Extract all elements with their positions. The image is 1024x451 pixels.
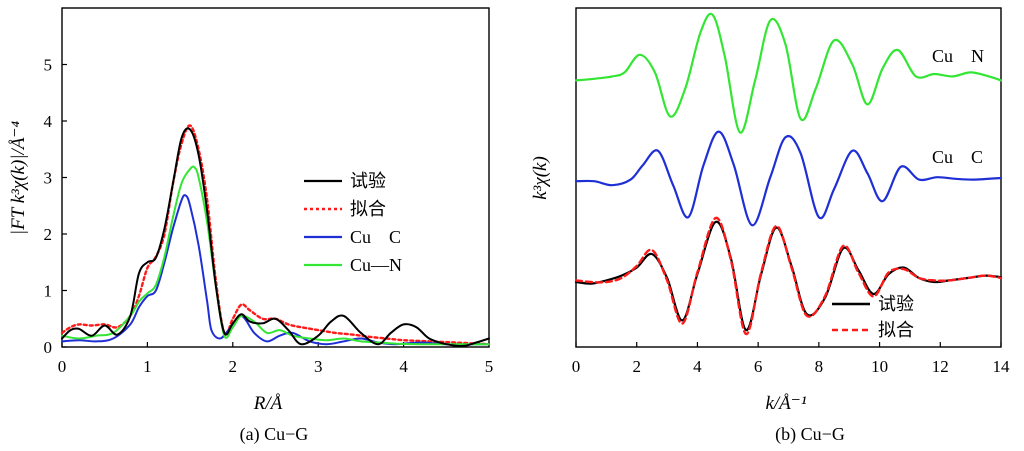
legend-label-a: 拟合 — [350, 199, 386, 219]
curve-label-cu-n: Cu N — [932, 46, 984, 66]
axis-ticks-a: 0 1 2 3 4 5 0 1 2 3 4 5 — [44, 56, 494, 377]
legend-label-a: 试验 — [350, 171, 386, 191]
x-tick-label-a: 3 — [314, 357, 323, 376]
axis-ticks-b: 0 2 4 6 8 10 12 14 — [572, 342, 1010, 376]
series-line-cu-c-a — [61, 194, 490, 346]
y-tick-label-a: 2 — [44, 225, 53, 244]
x-axis-label-b: k/Å⁻¹ — [765, 393, 806, 414]
legend-label-a: Cu—N — [350, 255, 402, 275]
x-tick-label-b: 12 — [932, 357, 949, 376]
chart-panel-b: 0 2 4 6 8 10 12 14 k/Å⁻¹ k³χ(k) (b) Cu−G Cu N C… — [530, 7, 1010, 445]
y-tick-label-a: 5 — [44, 56, 53, 75]
x-tick-label-b: 10 — [871, 357, 888, 376]
x-tick-label-b: 14 — [993, 357, 1011, 376]
series-group-a — [60, 124, 491, 347]
legend-label-b: 拟合 — [878, 320, 914, 340]
y-axis-label-a: |FT k³χ(k)|/Å⁻⁴ — [8, 121, 29, 236]
legend-label-a: Cu C — [350, 227, 401, 247]
x-tick-label-b: 2 — [632, 357, 641, 376]
y-tick-label-a: 3 — [44, 169, 53, 188]
x-tick-label-b: 4 — [693, 357, 702, 376]
series-group-b — [574, 12, 1003, 336]
series-line-label-a — [61, 127, 490, 347]
plot-frame-a — [61, 7, 490, 348]
x-axis-label-a: R/Å — [253, 393, 283, 414]
caption-b: (b) Cu−G — [775, 424, 845, 445]
x-tick-label-a: 0 — [58, 357, 67, 376]
series-line-cu-n-b — [574, 12, 1003, 134]
series-line-label-b — [574, 220, 1003, 332]
y-tick-label-a: 1 — [44, 282, 53, 301]
x-tick-label-b: 0 — [572, 357, 581, 376]
x-tick-label-a: 1 — [143, 357, 152, 376]
caption-a: (a) Cu−G — [240, 424, 309, 445]
y-tick-label-a: 0 — [44, 338, 53, 357]
x-tick-label-b: 8 — [815, 357, 824, 376]
y-tick-label-a: 4 — [44, 112, 53, 131]
y-axis-label-b: k³χ(k) — [530, 156, 551, 200]
series-line-label-a — [60, 124, 491, 346]
series-line-cu-c-b — [574, 130, 1003, 227]
legend-label-b: 试验 — [878, 294, 914, 314]
chart-panel-a: 0 1 2 3 4 5 0 1 2 3 4 5 R/Å |FT k³χ(k)|/Å⁻⁴ (a) Cu−… — [8, 7, 494, 445]
x-tick-label-b: 6 — [754, 357, 763, 376]
x-tick-label-a: 2 — [229, 357, 238, 376]
series-line-label-b — [574, 216, 1003, 336]
x-tick-label-a: 4 — [399, 357, 408, 376]
x-tick-label-a: 5 — [485, 357, 494, 376]
curve-label-cu-c: Cu C — [932, 147, 983, 167]
